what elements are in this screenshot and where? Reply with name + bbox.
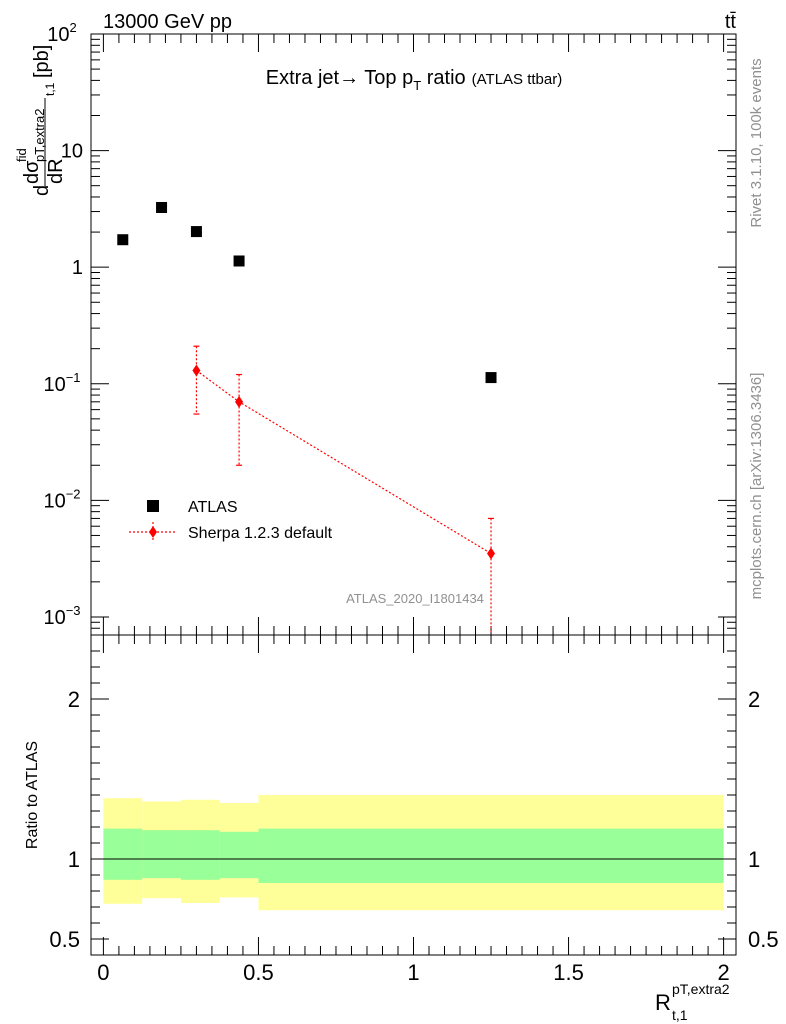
title-arrow: → <box>339 67 359 89</box>
ratio-tick-labels: 0.5 0.5 1 1 2 2 0 0.5 1 1.5 2 <box>49 687 778 985</box>
main-panel: Extra jet→ Top pT ratio (ATLAS ttbar) 102… <box>14 20 737 636</box>
ylabel-fid: fid <box>14 148 29 162</box>
title-after: ratio <box>421 67 465 89</box>
main-plot-area <box>90 33 737 636</box>
main-y-axis-label: d dσ fid pT,extra2 dR t,1 [pb] <box>14 45 67 196</box>
ratio-x-axis-label: R pT,extra2 t,1 <box>655 981 730 1023</box>
title-tail: Top p <box>359 67 413 89</box>
ratio-band-bin <box>219 831 259 879</box>
analysis-watermark: ATLAS_2020_I1801434 <box>346 591 484 606</box>
ratio-y-tick-label-right: 0.5 <box>748 927 779 952</box>
main-y-tick-label: 10−1 <box>43 370 80 396</box>
ylabel-unit: [pb] <box>31 45 53 78</box>
atlas-point <box>117 234 129 246</box>
legend-atlas-label: ATLAS <box>188 499 238 516</box>
ratio-x-tick-label: 1 <box>407 960 419 985</box>
main-frame <box>90 33 737 636</box>
ylabel-dR: dR <box>45 158 67 184</box>
sherpa-series <box>192 345 496 635</box>
energy-label: 13000 GeV pp <box>103 11 232 33</box>
ratio-y-axis-label: Ratio to ATLAS <box>24 741 41 849</box>
sherpa-point <box>235 395 244 408</box>
title-small: (ATLAS ttbar) <box>472 71 563 88</box>
mcplots-label: mcplots.cern.ch [arXiv:1306.3436] <box>748 373 765 600</box>
ratio-panel: 0.5 0.5 1 1 2 2 0 0.5 1 1.5 2 Ratio to ATLAS R pT,… <box>24 634 779 1023</box>
ratio-y-tick-label-left: 1 <box>68 847 80 872</box>
xlabel-sup: pT,extra2 <box>672 981 730 997</box>
sherpa-point <box>487 547 496 560</box>
ylabel-d: d <box>31 185 53 196</box>
main-y-tick-label: 10−2 <box>43 486 80 512</box>
main-y-tick-label: 10 <box>61 141 83 163</box>
title-sub: T <box>413 78 421 93</box>
sherpa-point <box>192 364 201 377</box>
atlas-point <box>485 372 497 384</box>
ratio-x-tick-label: 2 <box>717 960 729 985</box>
ylabel-ptextra2: pT,extra2 <box>32 109 47 162</box>
ratio-band-bin <box>142 830 181 879</box>
ratio-ticks <box>91 634 736 956</box>
ratio-y-tick-label-right: 1 <box>748 847 760 872</box>
ratio-band-bin <box>258 828 724 883</box>
ylabel-t1: t,1 <box>43 82 57 96</box>
ratio-y-tick-label-left: 2 <box>68 687 80 712</box>
xlabel-R: R <box>655 990 671 1015</box>
legend-atlas-marker <box>147 500 159 512</box>
rivet-label: Rivet 3.1.10, 100k events <box>748 58 765 227</box>
main-title: Extra jet→ Top pT ratio (ATLAS ttbar) <box>266 67 563 93</box>
main-y-tick-label: 10−3 <box>43 603 80 629</box>
legend: ATLAS Sherpa 1.2.3 default <box>129 499 333 542</box>
ratio-x-tick-label: 0.5 <box>243 960 274 985</box>
atlas-series <box>117 201 497 384</box>
atlas-point <box>190 226 202 238</box>
legend-sherpa-marker <box>149 526 157 538</box>
process-label: tt̄ <box>725 11 737 33</box>
main-ticks <box>91 33 736 636</box>
ylabel-dsigma: dσ <box>21 160 43 184</box>
ratio-y-tick-label-right: 2 <box>748 687 760 712</box>
main-y-tick-label: 102 <box>47 20 76 46</box>
main-y-tick-labels: 102 10 1 10−1 10−2 10−3 <box>43 20 83 629</box>
ratio-x-tick-label: 0 <box>97 960 109 985</box>
ratio-bands <box>90 634 737 956</box>
main-y-tick-label: 1 <box>72 257 83 279</box>
atlas-point <box>156 201 168 213</box>
ratio-band-bin <box>180 830 220 880</box>
legend-sherpa-label: Sherpa 1.2.3 default <box>188 525 333 542</box>
atlas-point <box>233 255 245 267</box>
title-main: Extra jet <box>266 67 340 89</box>
xlabel-sub: t,1 <box>672 1007 688 1023</box>
ratio-band-bin <box>103 828 143 880</box>
ratio-x-tick-label: 1.5 <box>553 960 584 985</box>
ratio-y-tick-label-left: 0.5 <box>49 927 80 952</box>
